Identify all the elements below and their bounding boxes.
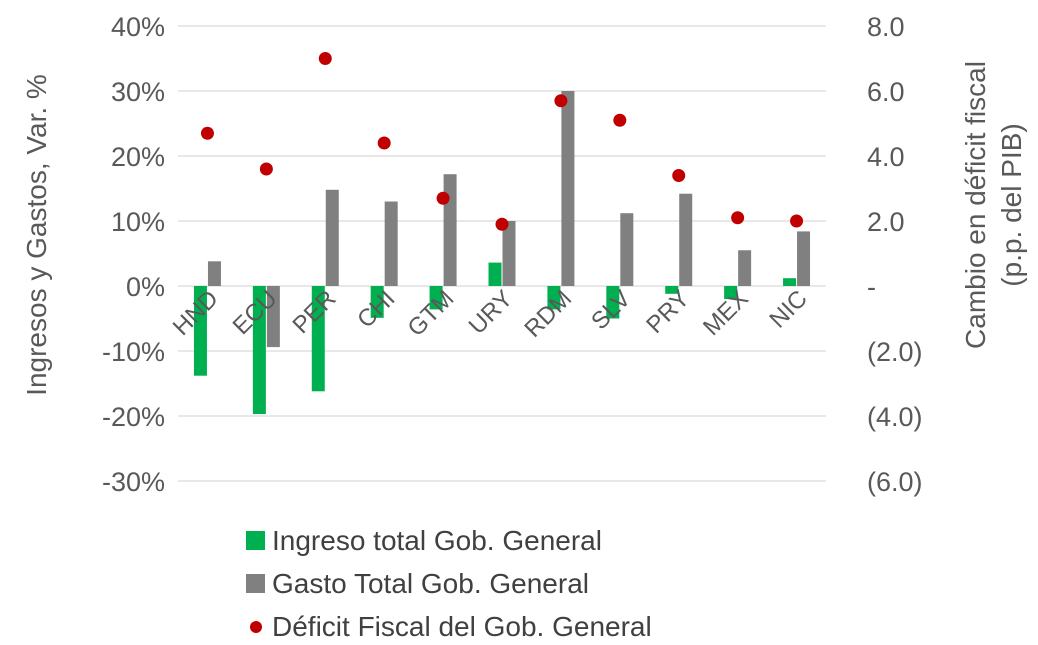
bar-gasto bbox=[207, 261, 221, 286]
point-deficit bbox=[613, 113, 627, 127]
category-label: MEX bbox=[698, 285, 754, 341]
bar-ingreso bbox=[606, 286, 620, 319]
bar-ingreso bbox=[193, 286, 207, 376]
bar-ingreso bbox=[370, 286, 384, 318]
bar-gasto bbox=[266, 286, 280, 348]
bar-gasto bbox=[620, 213, 634, 286]
point-deficit bbox=[790, 214, 804, 228]
y2-tick-label: 6.0 bbox=[867, 77, 905, 107]
point-deficit bbox=[731, 211, 745, 225]
y2-tick-label: (6.0) bbox=[867, 467, 923, 497]
category-label: RDM bbox=[519, 285, 577, 343]
legend-marker-deficit bbox=[250, 621, 262, 633]
point-deficit bbox=[436, 191, 450, 205]
category-label: URY bbox=[464, 285, 519, 340]
y2-tick-label: 8.0 bbox=[867, 12, 905, 42]
left-axis-title: Ingresos y Gastos, Var. % bbox=[21, 74, 52, 396]
gridlines bbox=[178, 25, 826, 482]
bar-ingreso bbox=[547, 286, 561, 310]
point-deficit bbox=[377, 136, 391, 150]
category-label: GTM bbox=[403, 285, 460, 342]
legend-label-deficit: Déficit Fiscal del Gob. General bbox=[272, 611, 652, 642]
right-axis-ticks: 8.0 6.0 4.0 2.0 - (2.0) (4.0) (6.0) bbox=[867, 12, 923, 497]
right-axis-title-2: (p.p. del PIB) bbox=[996, 123, 1027, 286]
right-axis-title: Cambio en déficit fiscal bbox=[960, 61, 991, 349]
point-deficit bbox=[259, 162, 273, 176]
point-deficit bbox=[495, 217, 509, 231]
legend-label-gasto: Gasto Total Gob. General bbox=[272, 568, 589, 599]
y2-tick-label: (2.0) bbox=[867, 337, 923, 367]
y2-tick-label: (4.0) bbox=[867, 402, 923, 432]
y2-tick-label: - bbox=[867, 272, 876, 302]
bar-gasto bbox=[797, 231, 811, 286]
bar-ingreso bbox=[488, 262, 502, 286]
bar-gasto bbox=[502, 221, 516, 286]
bar-ingreso bbox=[724, 286, 738, 299]
legend: Ingreso total Gob. General Gasto Total G… bbox=[246, 525, 652, 642]
bar-ingreso bbox=[429, 286, 443, 310]
category-label: NIC bbox=[764, 285, 812, 333]
y-tick-label: 30% bbox=[111, 77, 165, 107]
bars bbox=[193, 91, 811, 415]
category-label: PRY bbox=[641, 285, 695, 339]
bar-gasto bbox=[738, 250, 752, 286]
y2-tick-label: 4.0 bbox=[867, 142, 905, 172]
legend-swatch-ingreso bbox=[246, 531, 265, 550]
right-axis-title-line2: (p.p. del PIB) bbox=[996, 123, 1027, 286]
points bbox=[200, 52, 804, 231]
legend-label-ingreso: Ingreso total Gob. General bbox=[272, 525, 602, 556]
right-axis-title-line1: Cambio en déficit fiscal bbox=[960, 61, 991, 349]
bar-gasto bbox=[561, 91, 575, 286]
left-axis-ticks: 40% 30% 20% 10% 0% -10% -20% -30% bbox=[102, 12, 165, 497]
category-label: SLV bbox=[586, 285, 636, 335]
y-tick-label: 40% bbox=[111, 12, 165, 42]
y2-tick-label: 2.0 bbox=[867, 207, 905, 237]
category-label: PER bbox=[288, 285, 342, 339]
point-deficit bbox=[672, 169, 686, 182]
bar-ingreso bbox=[311, 286, 325, 392]
category-label: CHI bbox=[352, 285, 400, 333]
bar-gasto bbox=[325, 189, 339, 286]
point-deficit bbox=[554, 94, 568, 108]
bar-ingreso bbox=[783, 278, 797, 286]
point-deficit bbox=[200, 126, 214, 140]
y-tick-label: 20% bbox=[111, 142, 165, 172]
y-tick-label: -20% bbox=[102, 402, 165, 432]
y-tick-label: -30% bbox=[102, 467, 165, 497]
bar-ingreso bbox=[252, 286, 266, 415]
y-tick-label: 0% bbox=[126, 272, 165, 302]
point-deficit bbox=[318, 52, 332, 65]
y-tick-label: -10% bbox=[102, 337, 165, 367]
bar-gasto bbox=[679, 193, 693, 286]
bar-gasto bbox=[384, 201, 398, 286]
bar-gasto bbox=[443, 174, 457, 286]
legend-swatch-gasto bbox=[246, 574, 265, 593]
y-tick-label: 10% bbox=[111, 207, 165, 237]
bar-ingreso bbox=[665, 286, 679, 294]
